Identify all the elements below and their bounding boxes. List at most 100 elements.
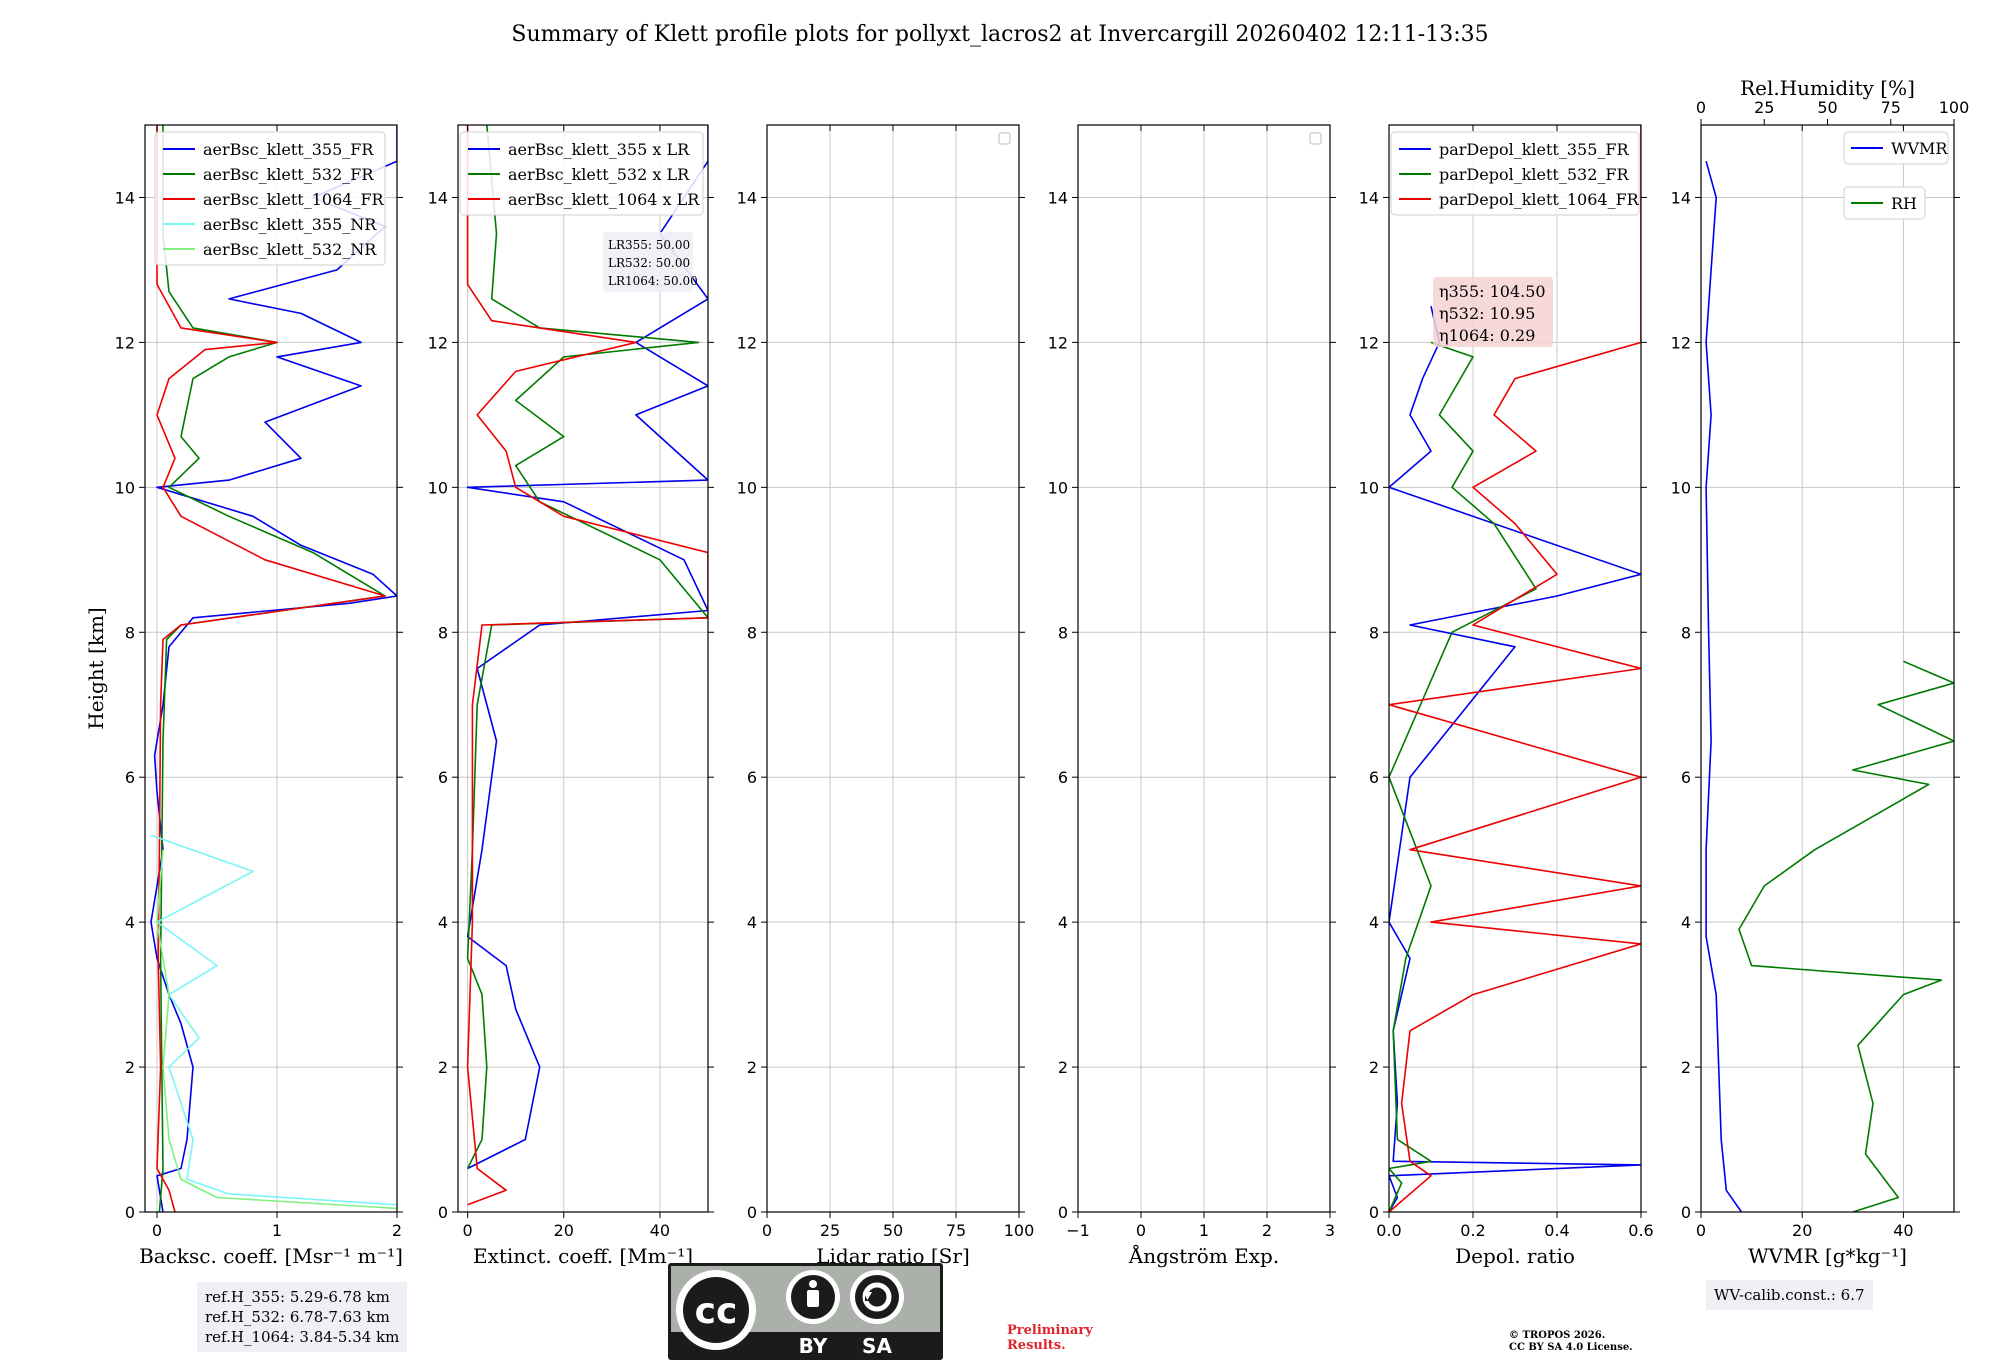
legend-extinction: aerBsc_klett_355 x LR aerBsc_klett_532 x … — [459, 131, 704, 216]
legend-entry: aerBsc_klett_1064 x LR — [508, 190, 700, 209]
series-group — [466, 125, 708, 1206]
y-tick-label: 8 — [747, 623, 757, 642]
y-tick-label: 8 — [1369, 623, 1379, 642]
x-tick-label: 100 — [1004, 1221, 1035, 1240]
x-tick-label: 2 — [392, 1221, 402, 1240]
x-tick-label: 20 — [554, 1221, 574, 1240]
eta-value: η355: 104.50 — [1439, 282, 1546, 301]
plot-frame — [1388, 124, 1642, 1213]
legend-entry: aerBsc_klett_532_NR — [203, 240, 377, 259]
y-tick-label: 4 — [1681, 913, 1691, 932]
x-axis-label: WVMR [g*kg⁻¹] — [1748, 1244, 1907, 1268]
series-line-aerBsc_klett_532_FR — [158, 125, 386, 1212]
y-tick-label: 14 — [115, 188, 135, 207]
legend-frame — [1843, 131, 1949, 165]
top-x-tick-label: 100 — [1939, 98, 1970, 117]
x-tick-label: 40 — [1893, 1221, 1913, 1240]
preliminary-note: Preliminary Results. — [1007, 1323, 1093, 1353]
y-tick-label: 4 — [747, 913, 757, 932]
series-line-aerBsc_klett_355_FR — [150, 125, 397, 1212]
y-tick-label: 10 — [115, 478, 135, 497]
y-tick-label: 12 — [1671, 333, 1691, 352]
legend-entry: parDepol_klett_355_FR — [1439, 140, 1630, 159]
y-tick-label: 12 — [737, 333, 757, 352]
legend-frame — [1390, 131, 1640, 216]
y-tick-label: 12 — [1359, 333, 1379, 352]
legend-frame — [459, 131, 704, 216]
lr-value: LR532: 50.00 — [608, 256, 690, 270]
y-tick-label: 2 — [1058, 1058, 1068, 1077]
plot-frame — [144, 124, 398, 1213]
y-tick-label: 6 — [438, 768, 448, 787]
series-group — [1705, 160, 1954, 1212]
y-tick-label: 12 — [1048, 333, 1068, 352]
panel-depol: 0.0 0.2 0.4 0.6 0 2 4 6 8 10 12 14 Depol. ratio parDe… — [1359, 124, 1654, 1268]
attribution-icon — [809, 1280, 817, 1288]
y-tick-label: 4 — [438, 913, 448, 932]
y-tick-label: 14 — [737, 188, 757, 207]
plot-frame — [1700, 124, 1955, 1213]
y-tick-label: 12 — [115, 333, 135, 352]
empty-legend — [998, 132, 1011, 145]
lr-value: LR1064: 50.00 — [608, 274, 698, 288]
x-tick-label: 0 — [1136, 1221, 1146, 1240]
legend-entry: aerBsc_klett_532 x LR — [508, 165, 690, 184]
y-tick-label: 0 — [438, 1203, 448, 1222]
lidar-ratio-box: LR355: 50.00 LR532: 50.00 LR1064: 50.00 — [603, 232, 698, 292]
x-tick-label: 20 — [1792, 1221, 1812, 1240]
x-tick-label: 0 — [762, 1221, 772, 1240]
y-tick-label: 14 — [428, 188, 448, 207]
x-tick-label: 2 — [1262, 1221, 1272, 1240]
y-tick-label: 0 — [1369, 1203, 1379, 1222]
panel-wvmr: 0 20 40 0 2 4 6 8 10 12 14 WVMR [g*kg⁻¹] 0 25 50 75 100 R… — [1671, 76, 1970, 1268]
y-tick-label: 0 — [1681, 1203, 1691, 1222]
y-tick-label: 6 — [1681, 768, 1691, 787]
y-tick-label: 12 — [428, 333, 448, 352]
y-tick-label: 2 — [1369, 1058, 1379, 1077]
series-line-parDepol_klett_1064_FR — [1389, 125, 1641, 1212]
cc-license-logo: cc BY SA — [668, 1263, 943, 1360]
legend-entry: parDepol_klett_1064_FR — [1439, 190, 1640, 209]
cc-by-text: BY — [799, 1334, 828, 1358]
copyright-line-2: CC BY SA 4.0 License. — [1509, 1342, 1633, 1353]
legend-backscatter: aerBsc_klett_355_FR aerBsc_klett_532_FRae… — [154, 131, 386, 266]
wv-calib-const: WV-calib.const.: 6.7 — [1714, 1286, 1865, 1304]
x-tick-label: 3 — [1325, 1221, 1335, 1240]
series-line-aerBsc_klett_1064_FR — [156, 125, 386, 1212]
plot-frame — [457, 124, 709, 1213]
series-line-aerBsc_klett_355 x LR — [466, 125, 708, 1170]
y-tick-label: 6 — [1058, 768, 1068, 787]
panel-extinction: 0 20 40 0 2 4 6 8 10 12 14 Extinct. coeff. [Mm⁻¹] ae… — [428, 124, 714, 1268]
y-tick-label: 8 — [1681, 623, 1691, 642]
y-tick-label: 8 — [125, 623, 135, 642]
top-x-tick-label: 25 — [1754, 98, 1774, 117]
y-tick-label: 14 — [1359, 188, 1379, 207]
series-group — [1389, 125, 1641, 1212]
legend-depol: parDepol_klett_355_FR parDepol_klett_532_… — [1390, 131, 1640, 216]
y-tick-label: 4 — [1369, 913, 1379, 932]
cc-sa-text: SA — [862, 1334, 892, 1358]
preliminary-line-2: Results. — [1007, 1338, 1066, 1353]
x-tick-label: 0.4 — [1544, 1221, 1569, 1240]
top-x-tick-label: 50 — [1817, 98, 1837, 117]
y-tick-label: 10 — [428, 478, 448, 497]
preliminary-line-1: Preliminary — [1007, 1323, 1093, 1338]
x-tick-label: 0.0 — [1376, 1221, 1401, 1240]
y-tick-label: 4 — [125, 913, 135, 932]
x-tick-label: 40 — [650, 1221, 670, 1240]
y-tick-label: 0 — [1058, 1203, 1068, 1222]
y-tick-label: 14 — [1671, 188, 1691, 207]
y-tick-label: 10 — [1359, 478, 1379, 497]
x-axis-label: Ångström Exp. — [1128, 1243, 1279, 1268]
x-tick-label: −1 — [1066, 1221, 1090, 1240]
series-line-aerBsc_klett_1064 x LR — [466, 125, 708, 1206]
x-tick-label: 0 — [463, 1221, 473, 1240]
series-line-RH — [1738, 660, 1954, 1212]
x-tick-label: 0.6 — [1628, 1221, 1653, 1240]
y-tick-label: 8 — [438, 623, 448, 642]
y-tick-label: 14 — [1048, 188, 1068, 207]
ref-height-532: ref.H_532: 6.78-7.63 km — [205, 1308, 390, 1326]
eta-value: η532: 10.95 — [1439, 304, 1535, 323]
